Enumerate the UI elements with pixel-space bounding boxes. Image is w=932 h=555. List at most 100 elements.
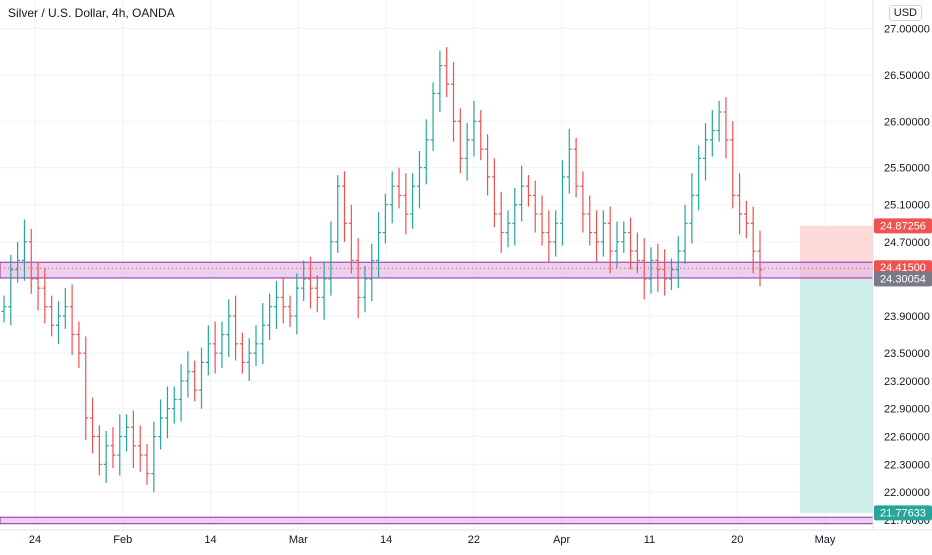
ohlc-bar: [662, 249, 668, 296]
ohlc-bar: [485, 134, 491, 196]
ohlc-bar: [444, 47, 450, 98]
ohlc-bar: [15, 241, 21, 283]
ohlc-bar: [396, 167, 402, 209]
ohlc-bar: [737, 173, 743, 235]
ohlc-bar: [491, 158, 497, 227]
ohlc-bar: [287, 295, 293, 328]
ohlc-bar: [335, 175, 341, 253]
ohlc-bar: [512, 188, 518, 246]
ohlc-bar: [307, 256, 313, 309]
ohlc-bar: [137, 425, 143, 472]
ohlc-bar: [171, 386, 177, 424]
y-tick-label: 23.20000: [884, 376, 930, 388]
ohlc-bar: [505, 210, 511, 248]
ohlc-bar: [410, 173, 416, 229]
ohlc-bar: [587, 195, 593, 246]
ohlc-bar: [110, 427, 116, 469]
ohlc-bar: [301, 260, 307, 302]
ohlc-bar: [205, 325, 211, 376]
ohlc-bar: [539, 195, 545, 246]
ohlc-bar: [226, 299, 232, 357]
ohlc-bar: [21, 219, 27, 281]
price-label-stop: 24.87256: [874, 218, 932, 234]
y-tick-label: 22.00000: [884, 487, 930, 499]
x-tick-label: 22: [468, 534, 480, 546]
ohlc-bar: [634, 232, 640, 274]
y-tick-label: 25.10000: [884, 200, 930, 212]
ohlc-bar: [519, 165, 525, 222]
currency-badge[interactable]: USD: [888, 5, 922, 21]
support-zone[interactable]: [0, 516, 874, 525]
ohlc-bar: [607, 206, 613, 274]
ohlc-bar: [342, 171, 348, 242]
y-tick-label: 22.90000: [884, 404, 930, 416]
ohlc-bar: [69, 284, 75, 355]
ohlc-bar: [682, 204, 688, 265]
ohlc-bar: [62, 288, 68, 329]
ohlc-bar: [76, 321, 82, 368]
x-tick-label: Mar: [289, 534, 308, 546]
x-tick-label: Feb: [113, 534, 132, 546]
ohlc-bar: [389, 171, 395, 224]
ohlc-bar: [668, 258, 674, 291]
ohlc-bar: [144, 443, 150, 485]
ohlc-bar: [464, 123, 470, 181]
ohlc-bar: [253, 325, 259, 367]
ohlc-bar: [730, 121, 736, 209]
ohlc-bar: [233, 295, 239, 361]
ohlc-bar: [525, 175, 531, 207]
ohlc-bar: [199, 347, 205, 409]
ohlc-bar: [42, 267, 48, 324]
ohlc-bar: [321, 262, 327, 320]
ohlc-bar: [546, 210, 552, 263]
x-tick-label: 14: [204, 534, 216, 546]
time-axis[interactable]: 24 Feb 14 Mar 14 22 Apr 11 20 May: [29, 534, 836, 546]
ohlc-bar: [723, 97, 729, 159]
ohlc-bar: [83, 336, 89, 441]
price-label-entry: 24.30054: [874, 271, 932, 287]
price-label-target: 21.77633: [874, 505, 932, 521]
x-tick-label: Apr: [553, 534, 570, 546]
ohlc-bar: [192, 360, 198, 402]
x-tick-label: May: [815, 534, 836, 546]
ohlc-bar: [212, 321, 218, 374]
ohlc-bar: [703, 123, 709, 181]
ohlc-bar: [478, 110, 484, 161]
ohlc-bar: [369, 243, 375, 302]
ohlc-bar: [294, 273, 300, 335]
ohlc-bar: [28, 228, 34, 294]
ohlc-bar: [416, 150, 422, 209]
ohlc-bar: [716, 100, 722, 142]
ohlc-bar: [750, 206, 756, 274]
ohlc-bar: [566, 128, 572, 194]
ohlc-bar: [696, 145, 702, 211]
ohlc-bar: [471, 100, 477, 157]
ohlc-bar: [430, 82, 436, 151]
ohlc-bar: [621, 221, 627, 253]
price-axis[interactable]: 27.00000 26.50000 26.00000 25.50000 25.10000…: [884, 24, 930, 527]
ohlc-bar: [594, 210, 600, 263]
take-profit-area[interactable]: [800, 278, 873, 513]
ohlc-bar: [273, 280, 279, 329]
ohlc-bar: [532, 180, 538, 233]
price-label-text: 24.41500: [880, 262, 926, 274]
ohlc-bar: [178, 364, 184, 422]
price-label-text: 24.30054: [880, 273, 926, 285]
y-tick-label: 23.50000: [884, 348, 930, 360]
ohlc-bar: [55, 301, 61, 344]
ohlc-bar: [280, 277, 286, 324]
ohlc-bar: [628, 217, 634, 270]
resistance-zone[interactable]: [0, 261, 874, 279]
ohlc-bar: [437, 50, 443, 112]
ohlc-bar: [362, 265, 368, 313]
ohlc-bar: [675, 236, 681, 289]
y-tick-label: 26.50000: [884, 70, 930, 82]
ohlc-bar: [655, 243, 661, 292]
ohlc-bar: [600, 210, 606, 257]
x-tick-label: 20: [731, 534, 743, 546]
ohlc-bar: [8, 254, 14, 326]
y-tick-label: 27.00000: [884, 24, 930, 36]
ohlc-bar: [376, 212, 382, 278]
